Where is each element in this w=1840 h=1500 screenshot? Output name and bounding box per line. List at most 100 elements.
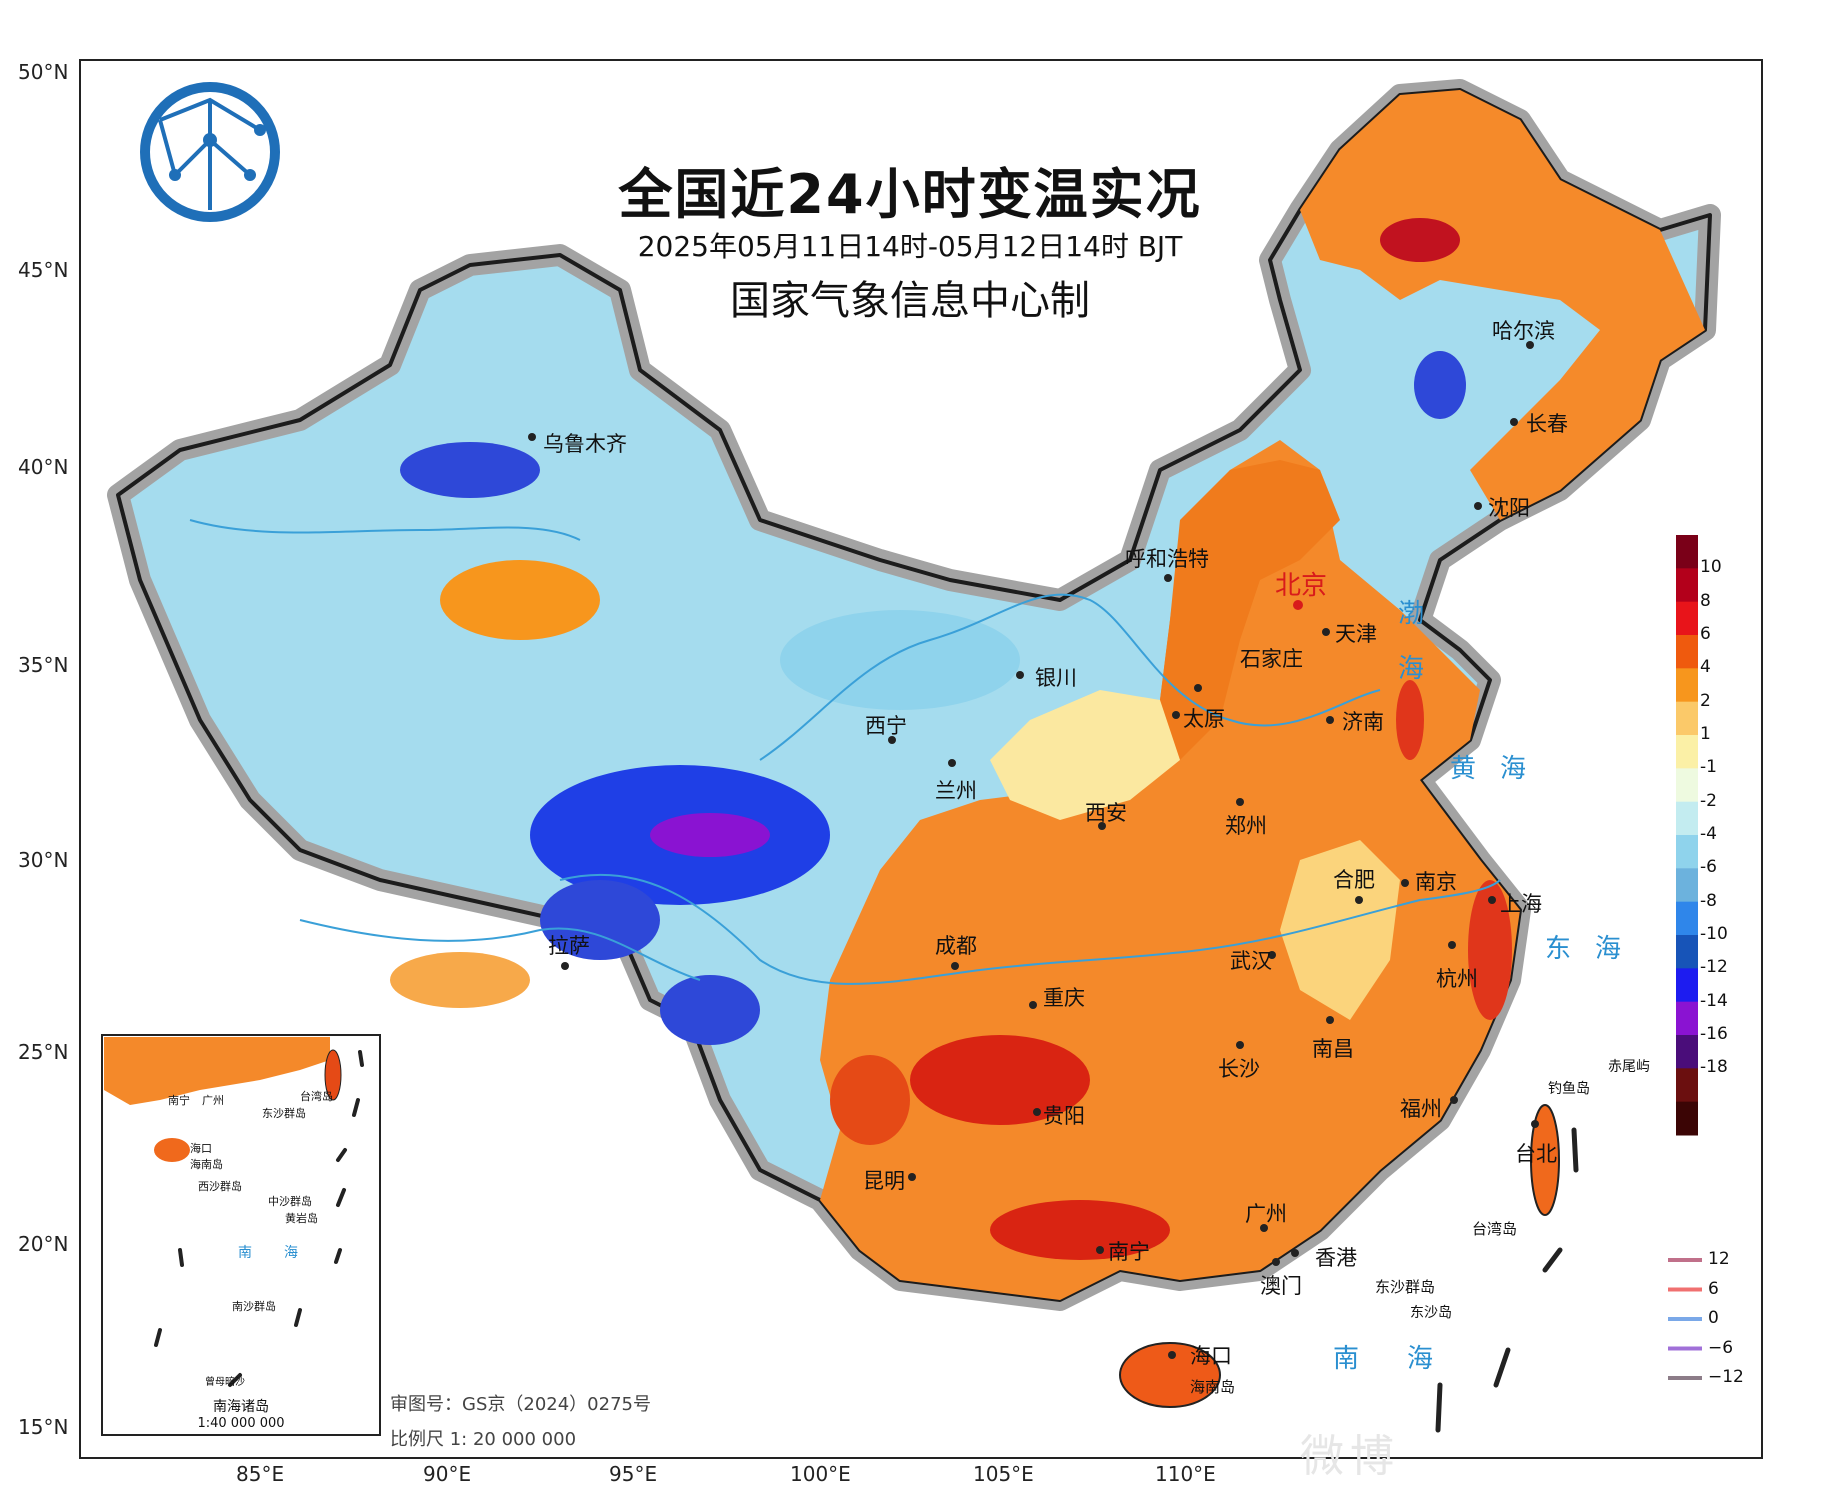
isoline-legend-label: 12	[1708, 1249, 1730, 1269]
cooling-zone-northwest	[780, 610, 1020, 710]
lat-label-20: 20°N	[18, 1232, 69, 1256]
globe-network-logo-icon	[140, 82, 280, 222]
cooling-core-hengduan	[660, 975, 760, 1045]
lat-label-50: 50°N	[18, 60, 69, 84]
lat-label-15: 15°N	[18, 1415, 69, 1439]
legend-tick-label: -18	[1700, 1057, 1728, 1078]
taiwan-island	[1530, 1104, 1560, 1216]
isoline-legend-label: −6	[1708, 1337, 1734, 1358]
city-label-changsha: 长沙	[1218, 1057, 1260, 1081]
city-label-chongqing: 重庆	[1043, 986, 1085, 1010]
city-label-changchun: 长春	[1526, 412, 1568, 436]
legend-tick-label: -10	[1700, 924, 1728, 944]
legend-colorbar	[1676, 535, 1698, 1136]
lat-label-45: 45°N	[18, 258, 69, 282]
legend-color-bin	[1676, 835, 1698, 869]
island-label-dongsha: 东沙岛	[1410, 1305, 1452, 1321]
isoline-legend-label: 6	[1708, 1278, 1719, 1299]
island-label-chiwei: 赤尾屿	[1608, 1059, 1650, 1075]
city-label-chengdu: 成都	[935, 934, 977, 958]
map-producer: 国家气象信息中心制	[730, 278, 1090, 324]
city-label-hongkong: 香港	[1315, 1246, 1357, 1270]
legend-tick-label: 6	[1700, 624, 1711, 644]
legend-color-bin	[1676, 735, 1698, 769]
city-label-taipei: 台北	[1515, 1142, 1557, 1166]
map-time-range: 2025年05月11日14时-05月12日14时 BJT	[637, 230, 1183, 263]
yarlung-river	[299, 919, 701, 981]
legend-color-bin	[1676, 535, 1698, 569]
legend-color-bin	[1676, 1101, 1698, 1136]
map-review-number: 审图号：GS京（2024）0275号	[390, 1394, 651, 1415]
inset-label-zengmu: 曾母暗沙	[205, 1377, 245, 1388]
city-label-shijiazhuang: 石家庄	[1240, 647, 1303, 671]
legend-tick-label: 2	[1700, 690, 1711, 711]
hotspot-yunnan	[830, 1055, 910, 1145]
lat-label-35: 35°N	[18, 653, 69, 677]
hainan-island	[1119, 1342, 1221, 1408]
legend-color-bin	[1676, 901, 1698, 936]
inset-title: 南海诸岛	[213, 1399, 269, 1415]
city-label-fuzhou: 福州	[1400, 1097, 1442, 1121]
legend-tick-label: 8	[1700, 590, 1711, 611]
hotspot-guangxi	[990, 1200, 1170, 1260]
island-label-hainan: 海南岛	[1190, 1378, 1236, 1396]
inset-label-huangyan: 黄岩岛	[285, 1212, 318, 1225]
inset-taiwan	[324, 1049, 342, 1101]
yellow-river	[759, 593, 1381, 761]
legend-color-bin	[1676, 801, 1698, 836]
sea-label-bohai-1: 渤	[1398, 599, 1439, 629]
legend-tick-label: -16	[1700, 1024, 1728, 1044]
hotspot-zhejiang	[1468, 880, 1512, 1020]
island-label-taiwan: 台湾岛	[1472, 1220, 1518, 1238]
city-label-beijing: 北京	[1275, 571, 1328, 601]
legend-color-bin	[1676, 768, 1698, 803]
city-label-shenyang: 沈阳	[1488, 496, 1530, 520]
legend-color-bin	[1676, 1035, 1698, 1069]
isoline-legend-label: −12	[1708, 1367, 1744, 1387]
lon-label-110: 110°E	[1155, 1462, 1216, 1486]
sea-label-yellow: 黄海	[1450, 754, 1551, 784]
hotspot-shandong	[1396, 680, 1424, 760]
island-label-dongsha-islands: 东沙群岛	[1375, 1278, 1436, 1296]
city-label-jinan: 济南	[1342, 710, 1384, 734]
legend-color-bin	[1676, 868, 1698, 903]
legend-tick-label: -8	[1700, 890, 1717, 911]
china-border	[116, 88, 1712, 1302]
legend-color-bin	[1676, 601, 1698, 636]
legend-tick-label: -1	[1700, 757, 1717, 778]
legend-tick-label: 4	[1700, 657, 1711, 678]
city-label-xian: 西安	[1085, 801, 1127, 825]
legend-color-bin	[1676, 968, 1698, 1003]
legend-tick-label: -14	[1700, 990, 1728, 1011]
legend-tick-label: 1	[1700, 724, 1711, 744]
city-label-kunming: 昆明	[863, 1169, 905, 1193]
legend-color-bin	[1676, 1068, 1698, 1103]
map-scale: 比例尺 1: 20 000 000	[390, 1429, 577, 1450]
city-label-yinchuan: 银川	[1035, 666, 1077, 690]
lat-label-40: 40°N	[18, 455, 69, 479]
map-title: 全国近24小时变温实况	[618, 163, 1202, 226]
lat-label-25: 25°N	[18, 1040, 69, 1064]
weibo-watermark: 微博	[1300, 1431, 1400, 1482]
warm-patch-tibet	[390, 952, 530, 1008]
warming-north-china	[1160, 460, 1340, 760]
isoline-legend-label: 0	[1708, 1308, 1719, 1328]
city-label-xining: 西宁	[865, 714, 907, 738]
city-label-hohhot: 呼和浩特	[1125, 547, 1209, 571]
legend-color-bin	[1676, 668, 1698, 703]
city-markers	[528, 341, 1539, 1359]
inset-dash-line	[154, 1050, 364, 1387]
mild-belt-central	[990, 690, 1180, 820]
mild-belt-jianghuai	[1280, 840, 1400, 1020]
inset-label-zhongsha: 中沙群岛	[268, 1195, 312, 1208]
city-label-hefei: 合肥	[1333, 868, 1375, 892]
lon-label-85: 85°E	[236, 1462, 285, 1486]
city-label-zhengzhou: 郑州	[1225, 814, 1267, 838]
city-label-haikou: 海口	[1190, 1344, 1232, 1368]
inset-label-nanning: 南宁	[168, 1094, 190, 1107]
city-label-lhasa: 拉萨	[548, 934, 590, 958]
city-label-tianjin: 天津	[1335, 622, 1377, 646]
inset-coast	[104, 1037, 330, 1105]
inset-label-guangzhou: 广州	[202, 1094, 224, 1107]
